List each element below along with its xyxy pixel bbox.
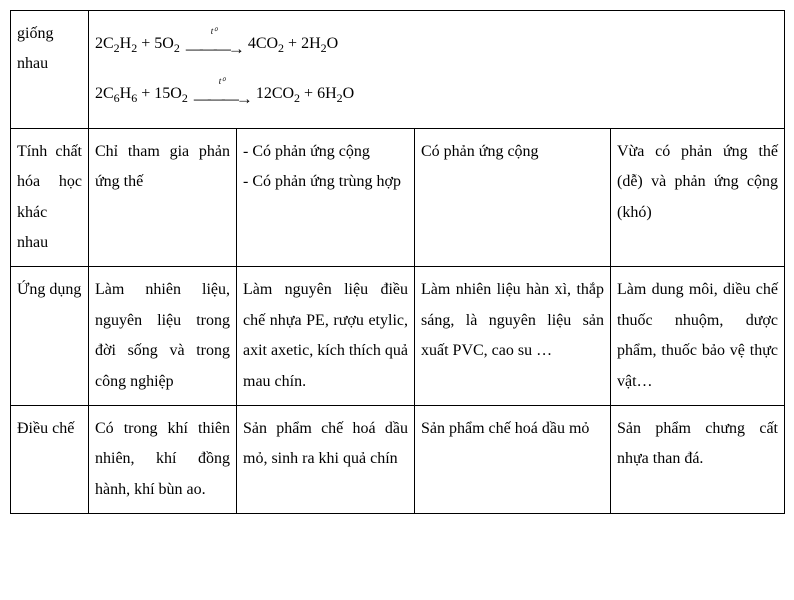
label-similar: giống nhau: [11, 11, 89, 129]
cell-application-2: Làm nguyên liệu điều chế nhựa PE, rượu e…: [237, 267, 415, 406]
label-diff-chem: Tính chất hóa học khác nhau: [11, 128, 89, 267]
cell-application-3: Làm nhiên liệu hàn xì, thắp sáng, là ngu…: [415, 267, 611, 406]
cell-diff-chem-4: Vừa có phản ứng thế (dễ) và phản ứng cộn…: [611, 128, 785, 267]
label-application: Ứng dụng: [11, 267, 89, 406]
diff-chem-2a: - Có phản ứng cộng: [243, 137, 408, 167]
cell-application-1: Làm nhiên liệu, nguyên liệu trong đời số…: [89, 267, 237, 406]
arrow-icon: t⁰ ———→: [194, 73, 250, 115]
row-preparation: Điều chế Có trong khí thiên nhiên, khí đ…: [11, 405, 785, 513]
equation-1: 2C2H2 + 5O2 t⁰ ———→ 4CO2 + 2H2O: [95, 19, 778, 69]
row-similar: giống nhau 2C2H2 + 5O2 t⁰ ———→ 4CO2 + 2H…: [11, 11, 785, 129]
label-preparation: Điều chế: [11, 405, 89, 513]
cell-preparation-1: Có trong khí thiên nhiên, khí đồng hành,…: [89, 405, 237, 513]
cell-application-4: Làm dung môi, diều chế thuốc nhuộm, dược…: [611, 267, 785, 406]
equation-2: 2C6H6 + 15O2 t⁰ ———→ 12CO2 + 6H2O: [95, 69, 778, 119]
arrow-icon: t⁰ ———→: [186, 23, 242, 65]
cell-preparation-2: Sản phẩm chế hoá dầu mỏ, sinh ra khi quả…: [237, 405, 415, 513]
cell-preparation-3: Sản phẩm chế hoá dầu mỏ: [415, 405, 611, 513]
cell-diff-chem-3: Có phản ứng cộng: [415, 128, 611, 267]
equations-cell: 2C2H2 + 5O2 t⁰ ———→ 4CO2 + 2H2O 2C6H6 + …: [89, 11, 785, 129]
cell-preparation-4: Sản phẩm chưng cất nhựa than đá.: [611, 405, 785, 513]
row-application: Ứng dụng Làm nhiên liệu, nguyên liệu tro…: [11, 267, 785, 406]
chemistry-comparison-table: giống nhau 2C2H2 + 5O2 t⁰ ———→ 4CO2 + 2H…: [10, 10, 785, 514]
diff-chem-2b: - Có phản ứng trùng hợp: [243, 167, 408, 197]
cell-diff-chem-2: - Có phản ứng cộng - Có phản ứng trùng h…: [237, 128, 415, 267]
cell-diff-chem-1: Chỉ tham gia phản ứng thế: [89, 128, 237, 267]
row-diff-chem: Tính chất hóa học khác nhau Chỉ tham gia…: [11, 128, 785, 267]
